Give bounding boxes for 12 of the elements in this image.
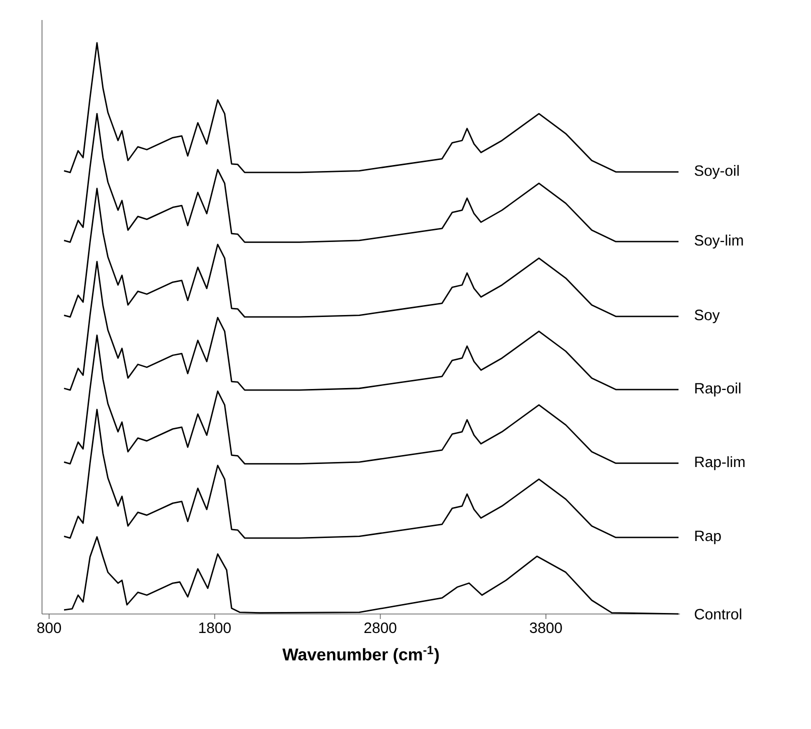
series-label: Rap bbox=[695, 530, 721, 544]
series-label: Soy-lim bbox=[694, 234, 743, 249]
x-axis-title: Wavenumber (cm$^{-1}$) bbox=[282, 646, 439, 664]
x-tick-label: 800 bbox=[37, 622, 61, 634]
series-label: Rap-oil bbox=[695, 382, 740, 396]
series-label: Rap-lim bbox=[695, 456, 745, 470]
series-label: Control bbox=[694, 608, 742, 620]
x-tick-label: 3800 bbox=[530, 622, 562, 634]
series-label: Soy bbox=[694, 310, 720, 324]
series-label: Soy-oil bbox=[694, 164, 739, 179]
x-tick-label: 1800 bbox=[199, 622, 231, 634]
x-tick-label: 2800 bbox=[364, 622, 396, 634]
